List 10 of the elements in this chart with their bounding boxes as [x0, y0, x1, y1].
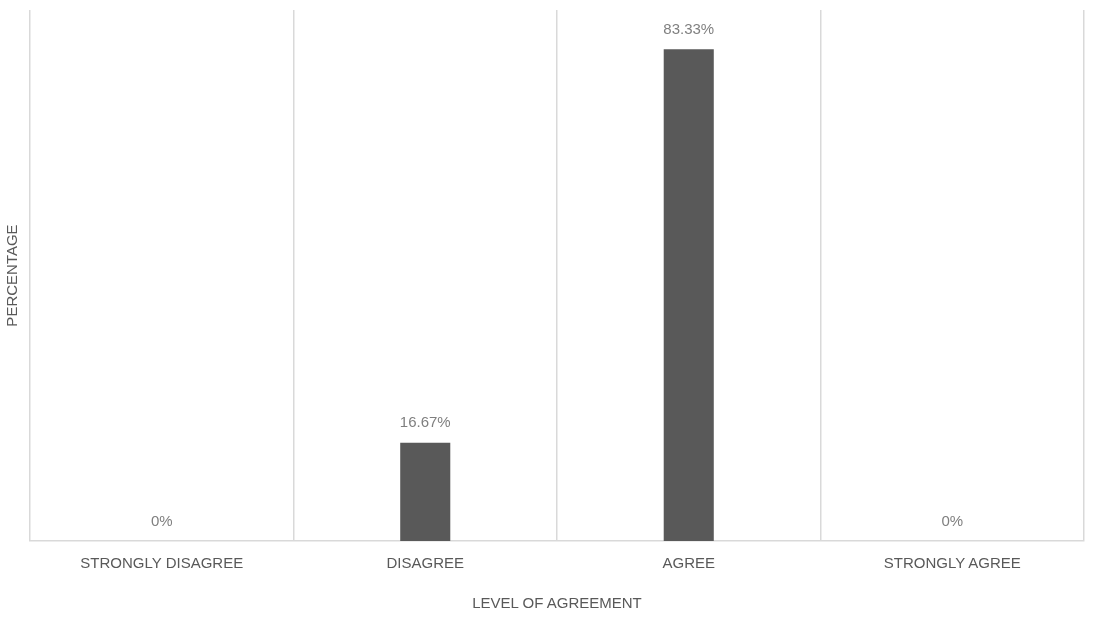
- data-label: 0%: [941, 511, 964, 529]
- x-tick-label: STRONGLY AGREE: [883, 554, 1021, 572]
- x-axis-title: LEVEL OF AGREEMENT: [472, 594, 642, 612]
- x-tick-label: STRONGLY DISAGREE: [80, 554, 244, 572]
- data-label: 16.67%: [399, 413, 451, 431]
- x-tick-label: AGREE: [662, 554, 716, 572]
- data-label: 83.33%: [663, 19, 715, 37]
- y-axis-title: PERCENTAGE: [3, 224, 21, 327]
- data-label: 0%: [150, 511, 173, 529]
- x-tick-label: DISAGREE: [386, 554, 465, 572]
